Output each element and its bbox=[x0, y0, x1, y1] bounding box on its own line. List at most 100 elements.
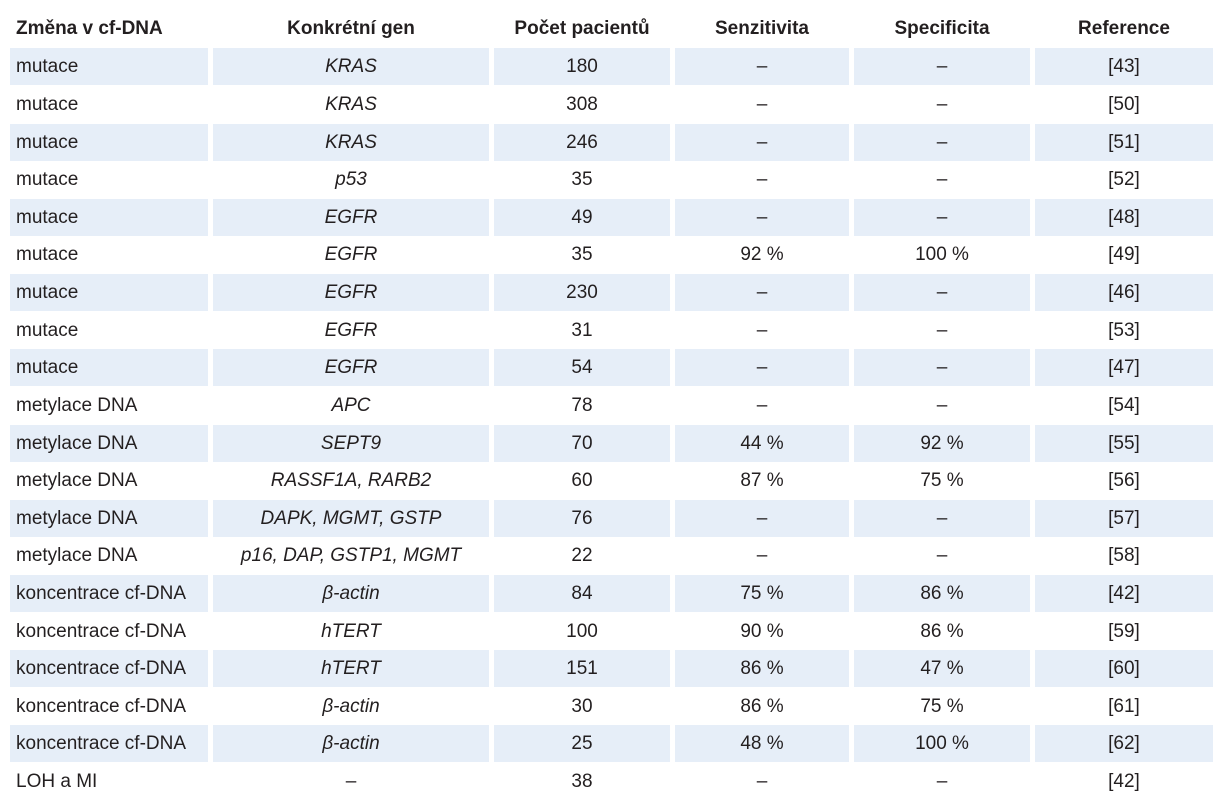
cell-reference: [42] bbox=[1035, 575, 1213, 612]
cell-patient-count: 84 bbox=[494, 575, 670, 612]
cell-gene: β-actin bbox=[213, 725, 489, 762]
cell-patient-count: 308 bbox=[566, 94, 598, 115]
cell-specificity: 100 % bbox=[854, 725, 1030, 762]
cell-reference: [59] bbox=[1108, 621, 1140, 642]
cell-reference: [52] bbox=[1108, 169, 1140, 190]
cell-gene: EGFR bbox=[324, 320, 378, 341]
table-row: koncentrace cf-DNA hTERT 100 90 % 86 % [… bbox=[0, 613, 1224, 650]
cell-specificity: – bbox=[936, 169, 948, 190]
cell-patient-count: 60 bbox=[571, 470, 593, 491]
cell-gene: SEPT9 bbox=[213, 425, 489, 462]
header-reference: Reference bbox=[1078, 18, 1170, 39]
header-change: Změna v cf-DNA bbox=[16, 18, 163, 39]
table-row: mutace EGFR 49 – – [48] bbox=[0, 199, 1224, 236]
cell-patient-count: 78 bbox=[571, 395, 593, 416]
cell-sensitivity: – bbox=[675, 48, 849, 85]
table-row: koncentrace cf-DNA β-actin 30 86 % 75 % … bbox=[0, 688, 1224, 725]
cell-specificity: – bbox=[854, 48, 1030, 85]
cell-gene: KRAS bbox=[213, 124, 489, 161]
table-row: mutace KRAS 180 – – [43] bbox=[0, 48, 1224, 85]
table-row: mutace KRAS 308 – – [50] bbox=[0, 86, 1224, 123]
table-row: mutace EGFR 230 – – [46] bbox=[0, 274, 1224, 311]
cell-sensitivity: – bbox=[756, 94, 768, 115]
cell-gene: p53 bbox=[335, 169, 367, 190]
cell-patient-count: 100 bbox=[566, 621, 598, 642]
table-row: metylace DNA RASSF1A, RARB2 60 87 % 75 %… bbox=[0, 462, 1224, 499]
cell-reference: [50] bbox=[1108, 94, 1140, 115]
cell-gene: p16, DAP, GSTP1, MGMT bbox=[240, 545, 462, 566]
cell-sensitivity: 75 % bbox=[675, 575, 849, 612]
cell-gene: EGFR bbox=[324, 244, 378, 265]
cell-specificity: – bbox=[936, 395, 948, 416]
cell-gene: hTERT bbox=[213, 650, 489, 687]
cell-specificity: – bbox=[936, 320, 948, 341]
cell-patient-count: 38 bbox=[571, 771, 593, 792]
cell-specificity: – bbox=[936, 94, 948, 115]
cell-reference: [46] bbox=[1035, 274, 1213, 311]
table-row: metylace DNA APC 78 – – [54] bbox=[0, 387, 1224, 424]
cell-sensitivity: – bbox=[756, 771, 768, 792]
cell-patient-count: 49 bbox=[494, 199, 670, 236]
header-sensitivity: Senzitivita bbox=[715, 18, 809, 39]
cell-patient-count: 180 bbox=[494, 48, 670, 85]
cell-sensitivity: – bbox=[675, 500, 849, 537]
cell-reference: [55] bbox=[1035, 425, 1213, 462]
table-row: mutace EGFR 54 – – [47] bbox=[0, 349, 1224, 386]
cell-reference: [43] bbox=[1035, 48, 1213, 85]
cell-gene: hTERT bbox=[321, 621, 381, 642]
cell-change: mutace bbox=[16, 94, 79, 115]
cell-sensitivity: – bbox=[675, 199, 849, 236]
cell-reference: [42] bbox=[1108, 771, 1140, 792]
cell-change: mutace bbox=[10, 48, 208, 85]
cell-specificity: – bbox=[854, 349, 1030, 386]
table-row: metylace DNA p16, DAP, GSTP1, MGMT 22 – … bbox=[0, 537, 1224, 574]
cell-gene: DAPK, MGMT, GSTP bbox=[213, 500, 489, 537]
cell-change: mutace bbox=[10, 124, 208, 161]
cell-change: metylace DNA bbox=[10, 500, 208, 537]
cell-reference: [47] bbox=[1035, 349, 1213, 386]
table-row: metylace DNA SEPT9 70 44 % 92 % [55] bbox=[0, 425, 1224, 462]
cell-reference: [49] bbox=[1108, 244, 1140, 265]
cell-change: mutace bbox=[16, 320, 79, 341]
cell-gene: – bbox=[345, 771, 357, 792]
cell-patient-count: 54 bbox=[494, 349, 670, 386]
cell-gene: EGFR bbox=[213, 349, 489, 386]
cell-specificity: – bbox=[854, 124, 1030, 161]
cell-specificity: – bbox=[936, 771, 948, 792]
cell-specificity: 86 % bbox=[854, 575, 1030, 612]
cell-patient-count: 35 bbox=[571, 244, 593, 265]
cell-sensitivity: – bbox=[675, 124, 849, 161]
cell-specificity: – bbox=[936, 545, 948, 566]
cell-change: koncentrace cf-DNA bbox=[10, 575, 208, 612]
cell-reference: [54] bbox=[1108, 395, 1140, 416]
cell-sensitivity: 86 % bbox=[675, 650, 849, 687]
cell-gene: β-actin bbox=[213, 575, 489, 612]
cell-change: metylace DNA bbox=[16, 545, 138, 566]
cell-specificity: 100 % bbox=[915, 244, 969, 265]
cell-change: metylace DNA bbox=[16, 470, 138, 491]
table-row: LOH a MI – 38 – – [42] bbox=[0, 763, 1224, 800]
cell-gene: β-actin bbox=[322, 696, 380, 717]
cell-patient-count: 70 bbox=[494, 425, 670, 462]
cell-sensitivity: – bbox=[756, 545, 768, 566]
cell-reference: [57] bbox=[1035, 500, 1213, 537]
cell-change: LOH a MI bbox=[16, 771, 98, 792]
cell-gene: EGFR bbox=[213, 199, 489, 236]
table-row: mutace EGFR 31 – – [53] bbox=[0, 312, 1224, 349]
header-gene: Konkrétní gen bbox=[287, 18, 415, 39]
cell-gene: KRAS bbox=[213, 48, 489, 85]
header-specificity: Specificita bbox=[894, 18, 990, 39]
cell-change: metylace DNA bbox=[16, 395, 138, 416]
cell-reference: [56] bbox=[1108, 470, 1140, 491]
cell-patient-count: 25 bbox=[494, 725, 670, 762]
cell-reference: [48] bbox=[1035, 199, 1213, 236]
cell-patient-count: 151 bbox=[494, 650, 670, 687]
cell-patient-count: 76 bbox=[494, 500, 670, 537]
cell-specificity: – bbox=[854, 199, 1030, 236]
cell-change: mutace bbox=[10, 274, 208, 311]
cell-specificity: 47 % bbox=[854, 650, 1030, 687]
cell-sensitivity: 90 % bbox=[740, 621, 784, 642]
cell-specificity: 86 % bbox=[920, 621, 964, 642]
cell-sensitivity: – bbox=[756, 320, 768, 341]
